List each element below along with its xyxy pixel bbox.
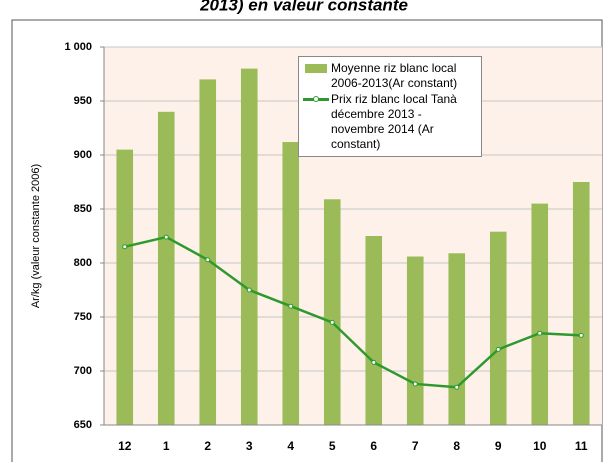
x-tick-label: 9 (495, 439, 502, 453)
x-tick-label: 5 (329, 439, 336, 453)
bar (240, 68, 258, 425)
line-marker (163, 234, 169, 240)
x-tick-label: 11 (575, 439, 588, 453)
line-marker (412, 381, 418, 387)
line-marker (578, 332, 584, 338)
legend-swatch (303, 92, 329, 107)
x-tick-label: 12 (118, 439, 132, 453)
bar (199, 79, 217, 426)
line-marker (329, 319, 335, 325)
y-tick-label: 800 (74, 257, 92, 269)
line-marker (495, 346, 501, 352)
x-tick-label: 7 (412, 439, 419, 453)
line-marker (246, 287, 252, 293)
y-tick-label: 750 (74, 311, 92, 323)
legend: Moyenne riz blanc local 2006-2013(Ar con… (298, 56, 482, 157)
bar (489, 231, 507, 425)
bar (448, 253, 466, 425)
y-tick-label: 950 (74, 95, 92, 107)
legend-item: Prix riz blanc local Tanà décembre 2013 … (303, 92, 477, 152)
line-marker (537, 330, 543, 336)
chart-title: 2013) en valeur constante (199, 0, 408, 14)
line (124, 235, 582, 389)
line-marker (371, 359, 377, 365)
bar (406, 256, 424, 425)
legend-label: Moyenne riz blanc local 2006-2013(Ar con… (331, 61, 458, 90)
line-marker (205, 257, 211, 263)
y-tick-label: 850 (74, 203, 92, 215)
legend-swatch (303, 61, 329, 76)
y-tick-label: 650 (74, 419, 92, 431)
x-tick-label: 10 (533, 439, 547, 453)
line-marker (288, 303, 294, 309)
bar (572, 182, 590, 425)
line-marker (454, 384, 460, 390)
bar (116, 149, 134, 425)
y-tick-label: 900 (74, 149, 92, 161)
x-tick-label: 4 (287, 439, 294, 453)
y-axis-label: Ar/kg (valeur constante 2006) (30, 164, 42, 308)
legend-label: Prix riz blanc local Tanà décembre 2013 … (331, 92, 457, 151)
bar (282, 142, 300, 426)
y-tick-label: 1 000 (64, 41, 92, 53)
x-tick-label: 8 (453, 439, 460, 453)
y-tick-label: 700 (74, 365, 92, 377)
bar (157, 111, 175, 426)
legend-item: Moyenne riz blanc local 2006-2013(Ar con… (303, 61, 477, 91)
x-tick-label: 1 (163, 439, 170, 453)
line-marker (122, 244, 128, 250)
bar (323, 199, 341, 425)
x-tick-label: 2 (204, 439, 211, 453)
x-tick-label: 6 (370, 439, 377, 453)
x-tick-label: 3 (246, 439, 253, 453)
bar (365, 236, 383, 425)
bar (531, 203, 549, 425)
